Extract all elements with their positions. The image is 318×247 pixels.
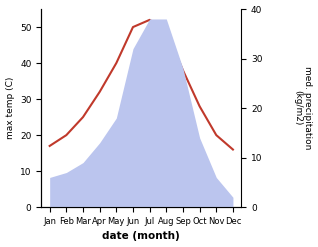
X-axis label: date (month): date (month)	[102, 231, 180, 242]
Y-axis label: max temp (C): max temp (C)	[5, 77, 15, 139]
Y-axis label: med. precipitation
(kg/m2): med. precipitation (kg/m2)	[293, 66, 313, 150]
